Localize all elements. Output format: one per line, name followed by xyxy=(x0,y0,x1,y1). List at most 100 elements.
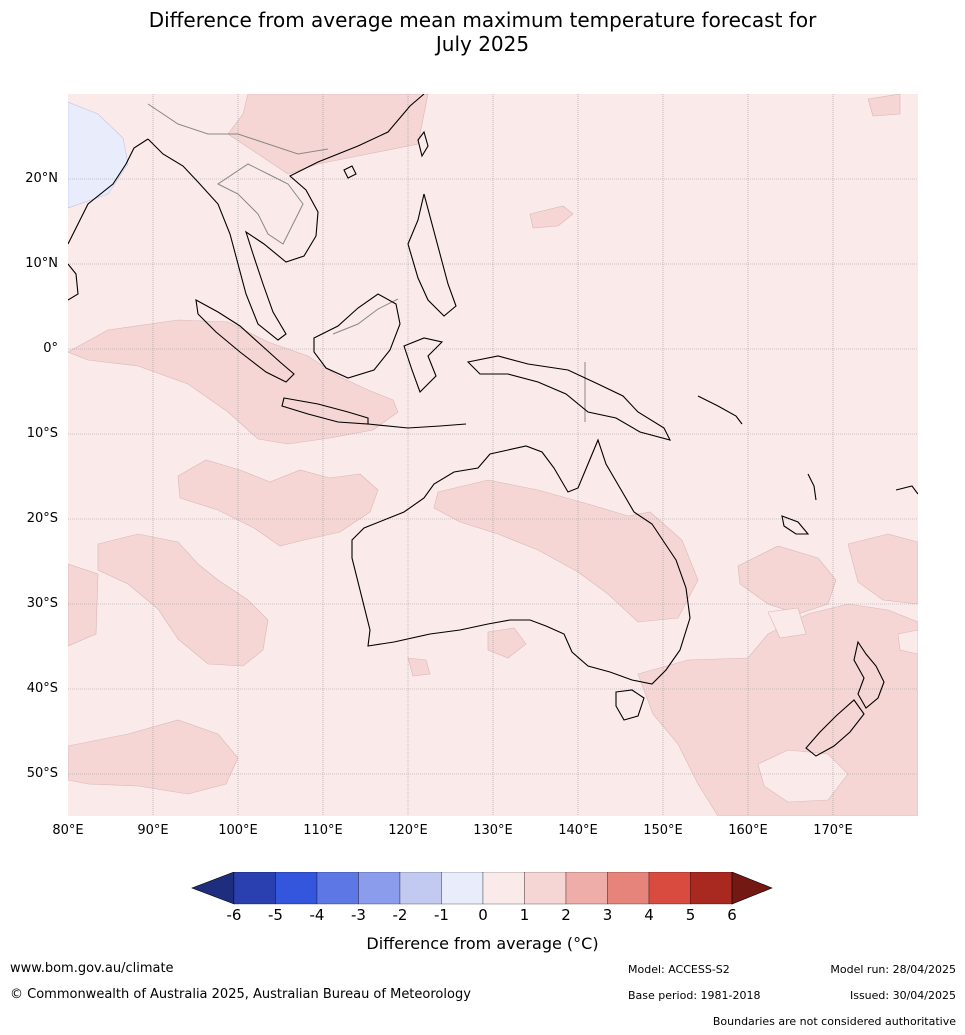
colorbar-tick-label: 1 xyxy=(519,906,530,924)
colorbar-segment xyxy=(565,872,608,905)
colorbar-segment xyxy=(648,872,691,905)
colorbar-segment xyxy=(524,872,567,905)
map-canvas xyxy=(68,94,918,816)
coast-borneo xyxy=(313,293,401,379)
title-line-1: Difference from average mean maximum tem… xyxy=(148,8,817,32)
footer-base-period: Base period: 1981-2018 xyxy=(628,989,761,1002)
coast-tasmania xyxy=(615,689,645,721)
border-indochina xyxy=(217,163,304,245)
coast-southeast-asia xyxy=(147,94,425,341)
colorbar-title: Difference from average (°C) xyxy=(366,934,599,953)
colorbar-tick-label: 0 xyxy=(478,906,488,924)
coast-philippines xyxy=(407,193,457,317)
anomaly-band-0-to-1-holes xyxy=(757,607,918,803)
latitude-label: 30°S xyxy=(26,596,58,611)
coast-sri-lanka xyxy=(68,263,79,301)
anomaly-region-australia-interior xyxy=(433,479,699,623)
colorbar-extend-low xyxy=(191,872,235,905)
coast-new-zealand-north xyxy=(853,640,885,709)
colorbar-segment xyxy=(275,872,318,905)
colorbar-segment xyxy=(233,872,276,905)
coast-hainan xyxy=(343,165,357,179)
anomaly-region-bight xyxy=(487,627,527,659)
footer-model: Model: ACCESS-S2 xyxy=(628,963,730,976)
latitude-label: 20°S xyxy=(26,511,58,526)
anomaly-band-1-to-2 xyxy=(68,94,918,816)
colorbar-tick-label: -5 xyxy=(268,906,283,924)
anomaly-hole-tasman xyxy=(757,749,849,803)
anomaly-region-new-zealand-east xyxy=(847,533,918,605)
footer-issued: Issued: 30/04/2025 xyxy=(849,989,956,1002)
anomaly-region-tasman-south xyxy=(637,603,918,816)
colorbar xyxy=(191,872,773,905)
longitude-label: 170°E xyxy=(813,823,853,838)
footer-model-run: Model run: 28/04/2025 xyxy=(830,963,956,976)
map-title: Difference from average mean maximum tem… xyxy=(0,8,965,56)
footer-copyright: © Commonwealth of Australia 2025, Austra… xyxy=(10,987,471,1002)
latitude-label: 20°N xyxy=(25,171,58,186)
latitude-label: 0° xyxy=(43,341,58,356)
colorbar-tick-label: 2 xyxy=(561,906,571,924)
colorbar-segment xyxy=(399,872,442,905)
longitude-label: 140°E xyxy=(558,823,598,838)
latitude-label: 10°N xyxy=(25,256,58,271)
anomaly-band-minus1-to-0 xyxy=(68,101,129,209)
colorbar-tick-label: -2 xyxy=(392,906,408,924)
colorbar-segment xyxy=(482,872,525,905)
colorbar-tick-label: 5 xyxy=(685,906,696,924)
longitude-label: 150°E xyxy=(643,823,683,838)
footer-website: www.bom.gov.au/climate xyxy=(10,961,174,976)
footer-disclaimer: Boundaries are not considered authoritat… xyxy=(712,1015,956,1028)
longitude-label: 160°E xyxy=(728,823,768,838)
colorbar-tick-label: -3 xyxy=(351,906,366,924)
colorbar-segment xyxy=(358,872,401,905)
colorbar-tick-label: 3 xyxy=(602,906,613,924)
coast-vanuatu xyxy=(807,473,817,501)
colorbar-tick-label: -1 xyxy=(434,906,449,924)
anomaly-region-far-west xyxy=(68,563,99,647)
colorbar-tick-label: -4 xyxy=(309,906,325,924)
anomaly-hole-new-zealand xyxy=(897,629,918,655)
anomaly-region-pacific-north xyxy=(867,94,901,117)
latitude-label: 50°S xyxy=(26,766,58,781)
longitude-label: 100°E xyxy=(218,823,258,838)
country-borders xyxy=(147,103,586,422)
colorbar-tick-label: 6 xyxy=(727,906,737,924)
latitude-label: 10°S xyxy=(26,426,58,441)
anomaly-region-southwest-indian xyxy=(97,533,269,667)
graticule xyxy=(68,94,918,816)
colorbar-extend-high xyxy=(731,872,773,905)
longitude-label: 80°E xyxy=(52,823,84,838)
coast-new-caledonia xyxy=(781,515,810,535)
forecast-map xyxy=(68,94,918,816)
coast-new-guinea xyxy=(466,355,672,441)
colorbar-segment xyxy=(441,872,484,905)
anomaly-region-indian-ocean xyxy=(68,319,399,445)
colorbar-tick-label: 4 xyxy=(644,906,654,924)
coast-sumatra xyxy=(195,298,295,383)
coastlines xyxy=(68,94,918,757)
coast-fiji xyxy=(895,485,918,495)
colorbar-segment xyxy=(690,872,733,905)
title-line-2: July 2025 xyxy=(435,32,530,56)
anomaly-region-philippine-sea xyxy=(529,205,574,229)
anomaly-region-bay-of-bengal xyxy=(68,101,129,209)
longitude-label: 110°E xyxy=(303,823,343,838)
longitude-label: 90°E xyxy=(137,823,169,838)
coast-solomon xyxy=(697,395,743,425)
colorbar-tick-label: -6 xyxy=(226,906,242,924)
coast-new-zealand-south xyxy=(805,699,865,757)
colorbar-segment xyxy=(607,872,650,905)
coast-sulawesi xyxy=(403,337,444,393)
colorbar-segment xyxy=(316,872,359,905)
longitude-label: 120°E xyxy=(388,823,428,838)
longitude-label: 130°E xyxy=(473,823,513,838)
border-borneo xyxy=(332,298,399,335)
border-south-china xyxy=(147,103,329,155)
coast-india xyxy=(68,138,149,245)
coast-australia xyxy=(351,438,691,685)
coast-lesser-sunda xyxy=(367,423,467,429)
anomaly-hole-nz-coast xyxy=(767,607,807,639)
anomaly-region-south-of-wa xyxy=(407,657,431,677)
coast-taiwan xyxy=(417,130,429,158)
